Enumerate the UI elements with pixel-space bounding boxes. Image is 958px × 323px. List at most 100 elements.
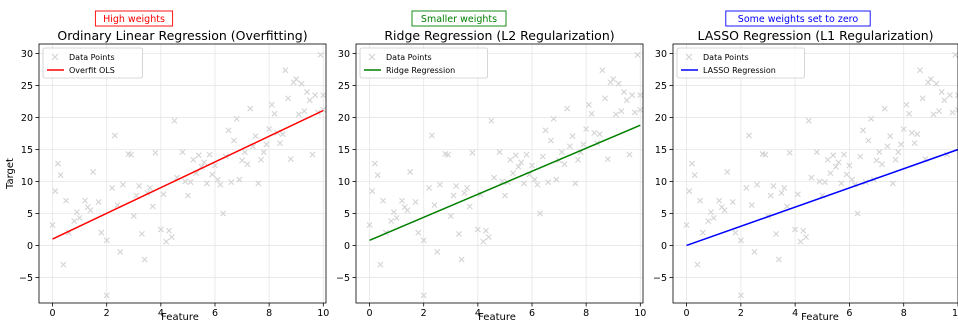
- annotation-border: [725, 10, 871, 27]
- y-tick-label: 0: [344, 241, 350, 252]
- data-point: [52, 188, 59, 195]
- data-point: [631, 109, 638, 116]
- data-point: [699, 229, 706, 236]
- data-point: [60, 261, 67, 268]
- data-point: [637, 106, 643, 113]
- y-tick-label: 20: [21, 113, 33, 124]
- data-point: [637, 92, 643, 99]
- data-point: [612, 111, 619, 118]
- annotation-text: High weights: [103, 14, 165, 25]
- data-point: [933, 80, 940, 87]
- data-point: [407, 168, 414, 175]
- data-point: [805, 117, 812, 124]
- data-point: [412, 198, 419, 205]
- data-point: [309, 151, 316, 158]
- y-tick-label: 20: [338, 113, 350, 124]
- y-tick-label: 10: [338, 177, 350, 188]
- data-point: [686, 188, 693, 195]
- data-point: [117, 248, 124, 255]
- data-point: [469, 149, 476, 156]
- data-point: [746, 132, 752, 139]
- data-point: [751, 248, 758, 255]
- data-point: [936, 108, 942, 115]
- data-point: [903, 101, 910, 108]
- data-point: [822, 179, 828, 186]
- data-point: [160, 191, 167, 198]
- x-tick-label: 0: [50, 308, 56, 319]
- data-point: [187, 179, 194, 186]
- data-point: [542, 127, 549, 134]
- annotation-border: [411, 10, 507, 27]
- legend: Data Points LASSO Regression: [676, 47, 805, 79]
- data-point: [689, 160, 695, 167]
- data-point: [599, 67, 606, 74]
- data-point: [138, 230, 145, 237]
- data-point: [130, 213, 137, 220]
- data-point: [729, 198, 736, 205]
- data-point: [488, 117, 495, 124]
- data-point: [564, 105, 571, 112]
- data-point: [496, 149, 503, 156]
- data-point: [786, 149, 793, 156]
- data-point: [775, 256, 782, 263]
- data-point: [876, 149, 883, 156]
- x-axis-label: Feature: [801, 312, 839, 323]
- x-tick-label: 6: [212, 308, 218, 319]
- data-point: [724, 168, 731, 175]
- data-point: [263, 141, 270, 148]
- data-point: [824, 156, 831, 163]
- data-point: [941, 97, 948, 104]
- data-point: [450, 192, 457, 199]
- data-point: [241, 149, 248, 156]
- data-point: [955, 106, 958, 113]
- x-tick-label: 10: [317, 308, 329, 319]
- data-point: [201, 159, 208, 166]
- chart-panel-2: 0 2 4 6 8 10 −5 0 5 10 15 20 25 30 Feature Ridge Regres…: [336, 10, 646, 323]
- data-point: [797, 238, 804, 245]
- data-point: [244, 161, 251, 168]
- data-point: [515, 163, 522, 170]
- data-point: [558, 149, 565, 156]
- y-tick-label: 10: [655, 177, 667, 188]
- data-point: [54, 160, 61, 167]
- x-tick-label: 8: [901, 308, 907, 319]
- data-point: [212, 162, 218, 169]
- data-point: [887, 133, 894, 140]
- data-point: [76, 214, 83, 221]
- data-point: [846, 162, 853, 169]
- data-point: [285, 95, 292, 102]
- data-point: [545, 179, 552, 186]
- data-point: [857, 153, 864, 160]
- data-point: [233, 115, 240, 122]
- annotation-box: High weights: [94, 10, 174, 27]
- data-point: [436, 181, 443, 188]
- data-point: [534, 181, 541, 188]
- regression-line: [52, 109, 324, 240]
- data-point: [566, 143, 573, 150]
- data-point: [247, 105, 254, 112]
- y-tick-label: 30: [655, 49, 667, 60]
- data-point: [157, 226, 164, 233]
- data-point: [732, 229, 739, 236]
- data-point: [618, 108, 625, 115]
- data-point: [279, 131, 286, 138]
- data-point: [304, 88, 311, 95]
- data-point: [447, 213, 454, 220]
- data-point: [71, 218, 78, 225]
- data-point: [388, 218, 395, 225]
- chart-title: Ridge Regression (L2 Regularization): [384, 28, 614, 43]
- data-point: [103, 292, 110, 299]
- data-point: [128, 151, 135, 158]
- data-point: [949, 109, 956, 116]
- data-point: [572, 180, 579, 187]
- data-point: [884, 143, 891, 150]
- y-axis-label: Target: [5, 158, 16, 190]
- data-point: [87, 207, 94, 214]
- data-point: [301, 108, 308, 115]
- data-point: [895, 149, 902, 156]
- legend-frame: [676, 47, 805, 79]
- data-point: [255, 180, 262, 187]
- data-point: [691, 172, 698, 179]
- data-point: [195, 152, 202, 159]
